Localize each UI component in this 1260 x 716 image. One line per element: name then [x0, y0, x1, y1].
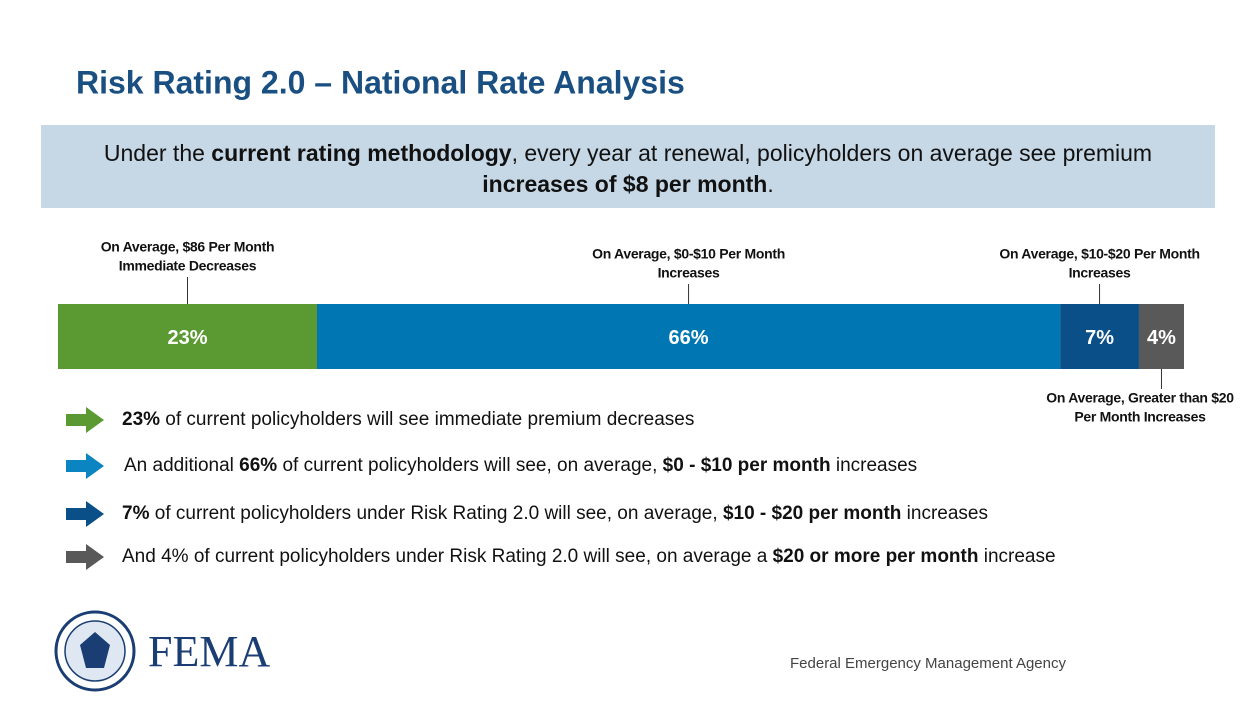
text-run: of current policyholders will see, on av…: [277, 455, 662, 476]
value-label: 7%: [1085, 327, 1114, 349]
annotation: On Average, $0-$10 Per Month: [592, 246, 785, 262]
text-run: , every year at renewal, policyholders o…: [512, 140, 1153, 166]
annotation: On Average, Greater than $20: [1046, 390, 1234, 406]
annotation: Immediate Decreases: [119, 258, 257, 274]
value-label: 66%: [669, 327, 709, 349]
text-run: An additional: [124, 455, 239, 476]
bar-segment: [316, 304, 1061, 369]
text-run: Under the: [104, 140, 211, 166]
value-label: 4%: [1147, 327, 1176, 349]
bullet-arrow: [66, 407, 104, 433]
text-run: increases of $8 per month: [482, 171, 767, 197]
rich-text: 7% of current policyholders under Risk R…: [122, 503, 988, 524]
bullet-arrow: [66, 501, 104, 527]
rich-text: An additional 66% of current policyholde…: [124, 455, 917, 476]
annotation: On Average, $10-$20 Per Month: [999, 246, 1199, 262]
text-run: of current policyholders will see immedi…: [160, 409, 694, 430]
bar-segment: [1060, 304, 1139, 369]
text-run: 7%: [122, 503, 150, 524]
rich-text: increases of $8 per month.: [482, 171, 773, 197]
text-run: And 4% of current policyholders under Ri…: [122, 546, 773, 567]
rich-text: And 4% of current policyholders under Ri…: [122, 546, 1056, 567]
bar-segment: [58, 304, 317, 369]
logo-text: FEMA: [148, 627, 270, 676]
text-run: increase: [978, 546, 1055, 567]
bullet-arrow: [66, 544, 104, 570]
text-run: $20 or more per month: [773, 546, 979, 567]
bullet-arrow: [66, 453, 104, 479]
text-run: 23%: [122, 409, 160, 430]
slide-title: Risk Rating 2.0 – National Rate Analysis: [76, 64, 685, 100]
seal-eagle: [80, 632, 110, 668]
rich-text: 23% of current policyholders will see im…: [122, 409, 694, 430]
annotation: On Average, $86 Per Month: [101, 239, 275, 255]
bar-segment: [1138, 304, 1184, 369]
text-run: current rating methodology: [211, 140, 512, 166]
text-run: 66%: [239, 455, 277, 476]
text-run: increases: [901, 503, 988, 524]
value-label: 23%: [167, 327, 207, 349]
rich-text: Under the current rating methodology, ev…: [104, 140, 1152, 166]
text-run: $0 - $10 per month: [663, 455, 831, 476]
annotation: Increases: [1069, 265, 1131, 281]
text-run: increases: [831, 455, 918, 476]
annotation: Increases: [658, 265, 720, 281]
text-run: .: [767, 171, 773, 197]
agency-name: Federal Emergency Management Agency: [790, 655, 1066, 672]
text-run: of current policyholders under Risk Rati…: [149, 503, 722, 524]
text-run: $10 - $20 per month: [723, 503, 901, 524]
annotation: Per Month Increases: [1074, 409, 1206, 425]
banner-bg: [41, 125, 1215, 208]
